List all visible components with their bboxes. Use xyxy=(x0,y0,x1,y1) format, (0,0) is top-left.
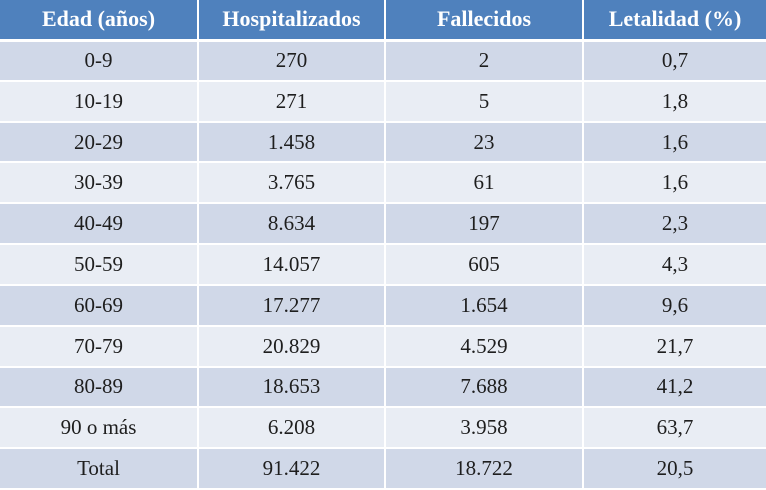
cell-deceased: 5 xyxy=(385,80,584,123)
header-hospitalized: Hospitalizados xyxy=(198,0,386,42)
cell-lethality: 63,7 xyxy=(583,407,766,450)
cell-age: Total xyxy=(0,448,199,490)
cell-hospitalized: 6.208 xyxy=(198,407,386,450)
cell-hospitalized: 8.634 xyxy=(198,203,386,246)
cell-lethality: 1,6 xyxy=(583,121,766,164)
table-row: 40-49 8.634 197 2,3 xyxy=(0,203,766,246)
cell-age: 60-69 xyxy=(0,284,199,327)
cell-age: 80-89 xyxy=(0,366,199,409)
cell-lethality: 2,3 xyxy=(583,203,766,246)
table-body: 0-9 270 2 0,7 10-19 271 5 1,8 20-29 1.458 23 1,6 30-… xyxy=(0,40,766,490)
cell-hospitalized: 20.829 xyxy=(198,325,386,368)
table-row: 10-19 271 5 1,8 xyxy=(0,80,766,123)
cell-age: 90 o más xyxy=(0,407,199,450)
header-row: Edad (años) Hospitalizados Fallecidos Le… xyxy=(0,0,766,42)
table-row: 80-89 18.653 7.688 41,2 xyxy=(0,366,766,409)
cell-age: 40-49 xyxy=(0,203,199,246)
cell-deceased: 4.529 xyxy=(385,325,584,368)
table-row: 30-39 3.765 61 1,6 xyxy=(0,162,766,205)
cell-hospitalized: 17.277 xyxy=(198,284,386,327)
cell-age: 50-59 xyxy=(0,244,199,286)
table-row: 60-69 17.277 1.654 9,6 xyxy=(0,284,766,327)
table-row: 90 o más 6.208 3.958 63,7 xyxy=(0,407,766,450)
header-deceased: Fallecidos xyxy=(385,0,584,42)
cell-lethality: 1,6 xyxy=(583,162,766,205)
cell-hospitalized: 3.765 xyxy=(198,162,386,205)
cell-hospitalized: 18.653 xyxy=(198,366,386,409)
total-row: Total 91.422 18.722 20,5 xyxy=(0,448,766,490)
cell-deceased: 7.688 xyxy=(385,366,584,409)
cell-age: 20-29 xyxy=(0,121,199,164)
table-header: Edad (años) Hospitalizados Fallecidos Le… xyxy=(0,0,766,42)
header-lethality: Letalidad (%) xyxy=(583,0,766,42)
table-row: 0-9 270 2 0,7 xyxy=(0,40,766,82)
cell-lethality: 9,6 xyxy=(583,284,766,327)
cell-lethality: 4,3 xyxy=(583,244,766,286)
cell-age: 10-19 xyxy=(0,80,199,123)
cell-deceased: 605 xyxy=(385,244,584,286)
cell-lethality: 0,7 xyxy=(583,40,766,82)
cell-deceased: 3.958 xyxy=(385,407,584,450)
header-age: Edad (años) xyxy=(0,0,199,42)
cell-lethality: 41,2 xyxy=(583,366,766,409)
table-row: 70-79 20.829 4.529 21,7 xyxy=(0,325,766,368)
cell-lethality: 20,5 xyxy=(583,448,766,490)
cell-age: 0-9 xyxy=(0,40,199,82)
cell-hospitalized: 14.057 xyxy=(198,244,386,286)
table-row: 20-29 1.458 23 1,6 xyxy=(0,121,766,164)
cell-age: 30-39 xyxy=(0,162,199,205)
cell-hospitalized: 270 xyxy=(198,40,386,82)
cell-hospitalized: 91.422 xyxy=(198,448,386,490)
table-row: 50-59 14.057 605 4,3 xyxy=(0,244,766,286)
cell-deceased: 1.654 xyxy=(385,284,584,327)
cell-lethality: 1,8 xyxy=(583,80,766,123)
cell-deceased: 197 xyxy=(385,203,584,246)
cell-hospitalized: 1.458 xyxy=(198,121,386,164)
cell-hospitalized: 271 xyxy=(198,80,386,123)
cell-deceased: 18.722 xyxy=(385,448,584,490)
cell-deceased: 61 xyxy=(385,162,584,205)
cell-deceased: 2 xyxy=(385,40,584,82)
cell-lethality: 21,7 xyxy=(583,325,766,368)
cell-age: 70-79 xyxy=(0,325,199,368)
cell-deceased: 23 xyxy=(385,121,584,164)
